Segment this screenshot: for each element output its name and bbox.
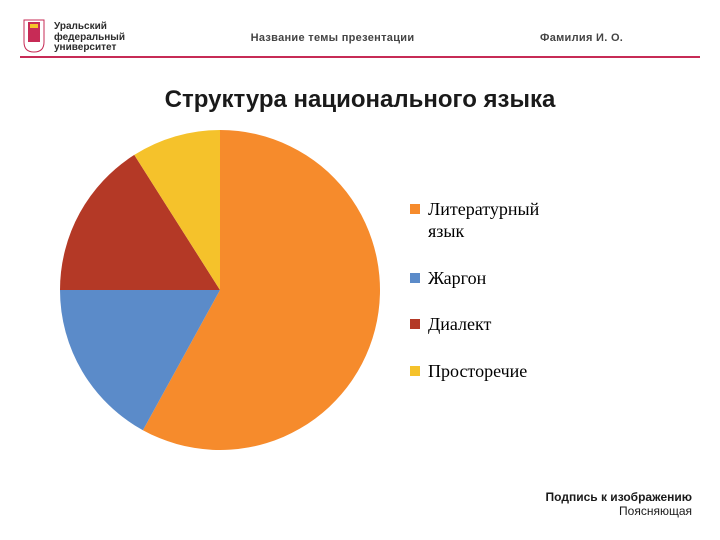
legend-label: Просторечие — [428, 360, 527, 383]
slide-page: Уральский федеральный университет Назван… — [0, 0, 720, 540]
legend-swatch-icon — [410, 366, 420, 376]
legend-item: Диалект — [410, 313, 539, 336]
image-caption: Подпись к изображению Поясняющая — [546, 490, 692, 518]
caption-line1: Подпись к изображению — [546, 490, 692, 504]
legend-item: Просторечие — [410, 360, 539, 383]
pie-chart — [60, 130, 380, 450]
legend-item: Литературный язык — [410, 198, 539, 243]
university-logo: Уральский федеральный университет — [20, 18, 125, 59]
legend-label: Диалект — [428, 313, 491, 336]
legend-swatch-icon — [410, 273, 420, 283]
legend-swatch-icon — [410, 319, 420, 329]
slide-header: Уральский федеральный университет Назван… — [20, 18, 700, 58]
slide-title: Структура национального языка — [0, 86, 720, 114]
legend-label: Жаргон — [428, 267, 486, 290]
legend-item: Жаргон — [410, 267, 539, 290]
header-divider — [20, 56, 700, 58]
legend-swatch-icon — [410, 204, 420, 214]
header-author: Фамилия И. О. — [540, 32, 700, 44]
header-presentation-title: Название темы презентации — [125, 32, 540, 44]
logo-text: Уральский федеральный университет — [54, 22, 125, 54]
chart-legend: Литературный язык Жаргон Диалект Просторечи… — [410, 198, 539, 383]
caption-line2: Поясняющая — [546, 504, 692, 518]
legend-label: Литературный язык — [428, 198, 539, 243]
logo-line3: университет — [54, 43, 125, 54]
chart-area: Литературный язык Жаргон Диалект Просторечи… — [60, 120, 660, 460]
logo-mark-icon — [20, 18, 48, 59]
